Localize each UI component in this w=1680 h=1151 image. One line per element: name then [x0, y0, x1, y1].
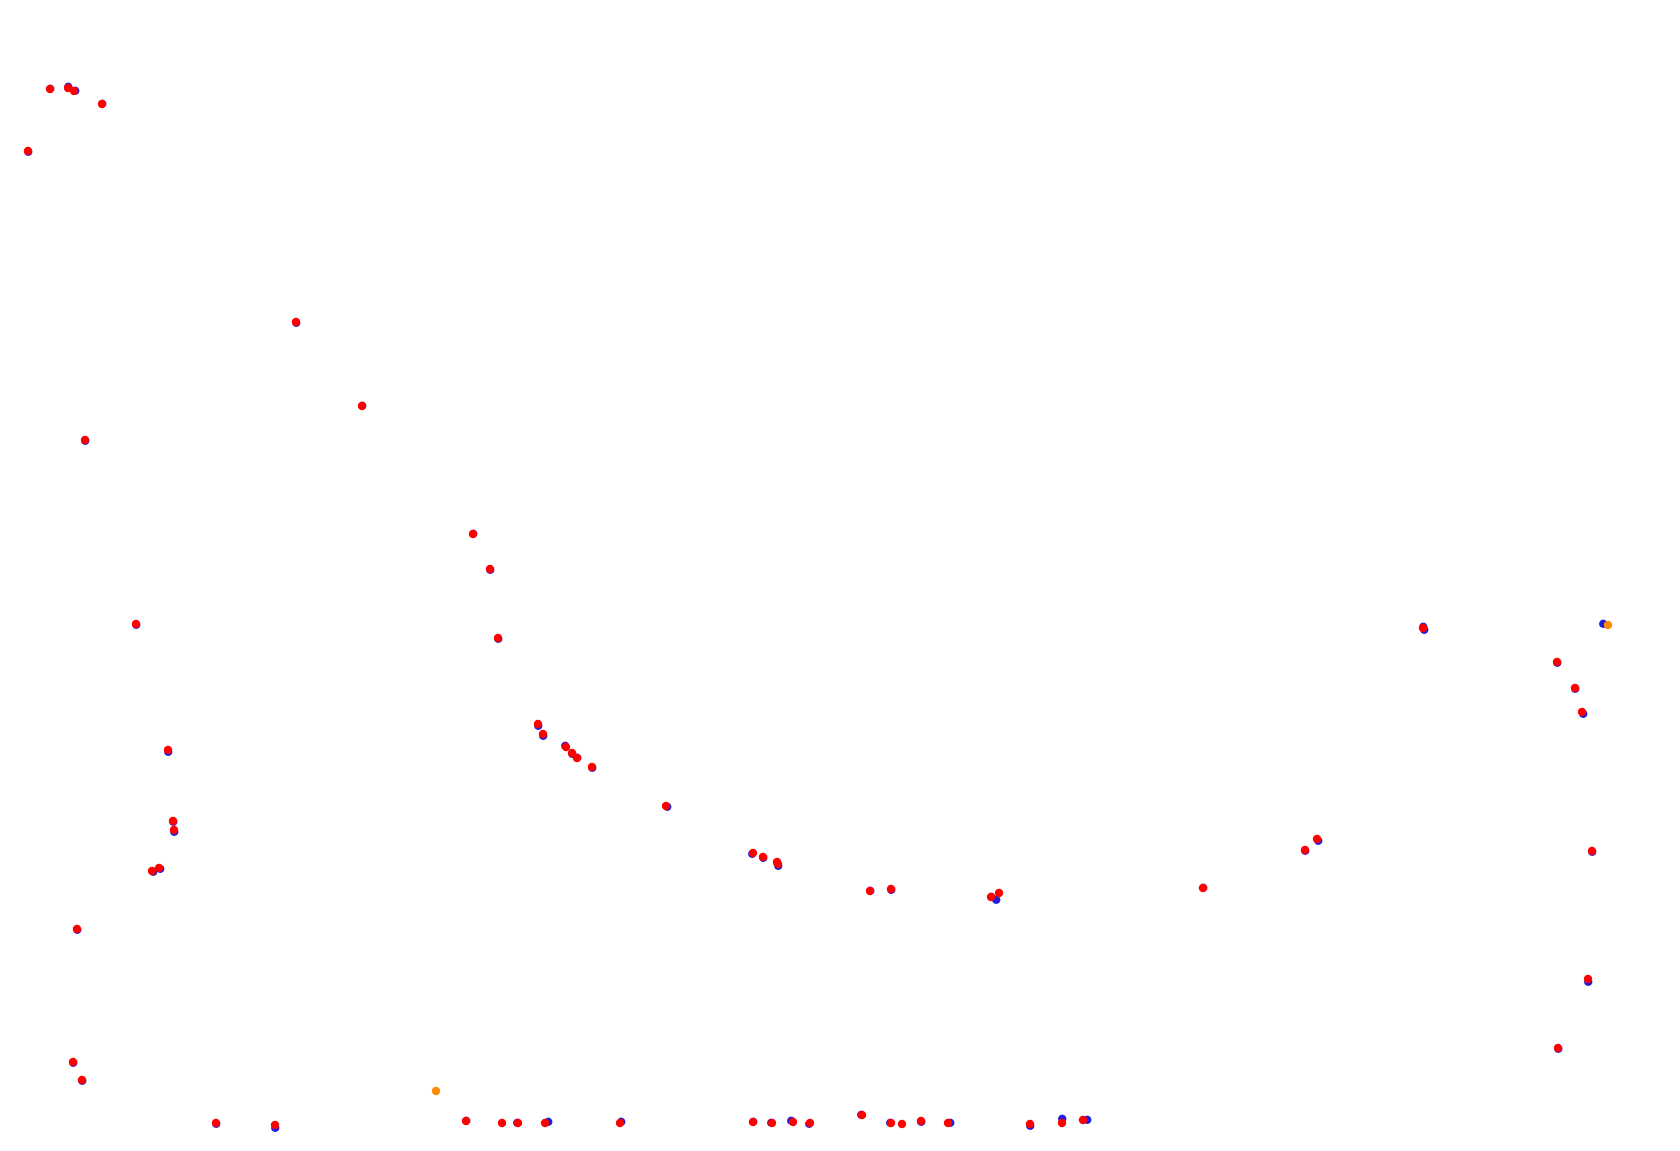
data-point [357, 401, 367, 411]
data-point [788, 1117, 798, 1127]
data-point [513, 1118, 523, 1128]
data-point [1577, 707, 1587, 717]
data-point [23, 146, 33, 156]
data-point [147, 866, 157, 876]
data-point [1300, 845, 1310, 855]
data-point [131, 619, 141, 629]
data-point [773, 859, 783, 869]
data-point [886, 1118, 896, 1128]
data-point [169, 825, 179, 835]
data-point [1552, 657, 1562, 667]
data-point [1553, 1043, 1563, 1053]
data-point [994, 888, 1004, 898]
data-point [986, 892, 996, 902]
data-point [291, 317, 301, 327]
data-point [1057, 1118, 1067, 1128]
data-point [572, 753, 582, 763]
data-point [97, 99, 107, 109]
data-point [493, 633, 503, 643]
data-point [1587, 846, 1597, 856]
data-point [163, 745, 173, 755]
data-point [857, 1110, 867, 1120]
data-point [587, 762, 597, 772]
data-point [461, 1116, 471, 1126]
data-point [1078, 1115, 1088, 1125]
data-point [748, 1117, 758, 1127]
data-point [154, 863, 164, 873]
data-point [68, 1057, 78, 1067]
data-point [886, 884, 896, 894]
data-point [540, 1118, 550, 1128]
data-point [72, 924, 82, 934]
data-point [168, 816, 178, 826]
data-point [468, 529, 478, 539]
data-point [211, 1118, 221, 1128]
series-2 [431, 620, 1613, 1096]
data-point [1603, 620, 1613, 630]
data-point [748, 848, 758, 858]
data-point [805, 1118, 815, 1128]
data-point [758, 852, 768, 862]
data-point [661, 801, 671, 811]
data-point [45, 84, 55, 94]
data-point [916, 1116, 926, 1126]
data-point [897, 1119, 907, 1129]
data-point [943, 1118, 953, 1128]
data-points-layer [23, 82, 1613, 1133]
data-point [1418, 623, 1428, 633]
data-point [1198, 883, 1208, 893]
data-point [1583, 974, 1593, 984]
data-point [497, 1118, 507, 1128]
data-point [270, 1120, 280, 1130]
data-point [77, 1075, 87, 1085]
data-point [485, 564, 495, 574]
data-point [615, 1118, 625, 1128]
data-point [1570, 683, 1580, 693]
data-point [533, 719, 543, 729]
data-point [538, 729, 548, 739]
data-point [1025, 1119, 1035, 1129]
data-point [431, 1086, 441, 1096]
data-point [69, 86, 79, 96]
series-1 [23, 83, 1597, 1130]
data-point [1312, 834, 1322, 844]
data-point [865, 886, 875, 896]
data-point [561, 742, 571, 752]
data-point [767, 1118, 777, 1128]
data-point [80, 435, 90, 445]
series-0 [24, 82, 1608, 1133]
